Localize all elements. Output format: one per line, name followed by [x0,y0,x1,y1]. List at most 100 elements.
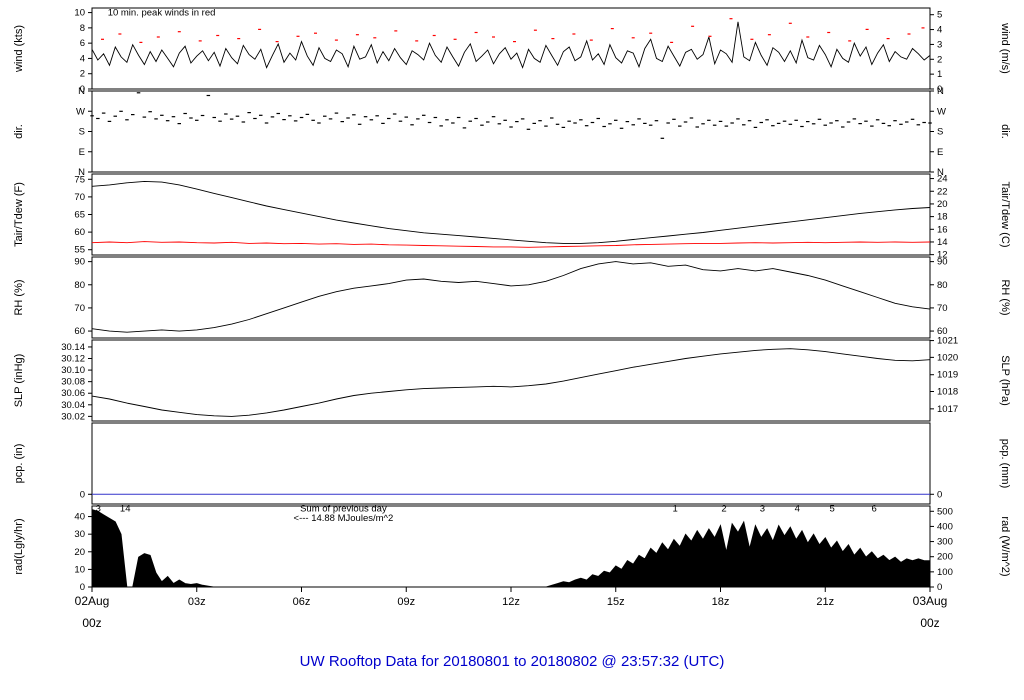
y-tick-label: 10 [74,8,85,19]
panel-rh: 60 70 80 90 60 70 80 90 RH (%) RH (%) [13,256,1011,339]
dir-scatter-series [90,92,932,139]
x-tick-label: 21z [816,596,834,608]
x-date-label: 00z [82,616,101,630]
y-tick-label: 60 [74,227,85,238]
right-axis-label: pcp. (mm) [999,439,1011,489]
wind-annotation: 10 min. peak winds in red [108,8,216,19]
temp-line-series [91,180,931,244]
x-tick-label: 12z [502,596,520,608]
right-axis-label: SLP (hPa) [999,355,1011,406]
right-axis-label: dir. [999,124,1011,139]
y-tick-label: 16 [937,224,948,235]
rad-annotation: <--- 14.88 MJoules/m^2 [294,513,394,524]
y-tick-label: S [79,127,85,138]
left-axis-label: rad(Lgly/hr) [13,518,25,574]
y-tick-label: 30.10 [61,365,85,376]
y-tick-label: 75 [74,174,85,185]
y-tick-label: 0 [937,489,942,500]
x-tick-label: 15z [607,596,625,608]
y-tick-label: 0 [80,84,85,95]
y-tick-label: 30.08 [61,377,85,388]
left-axis-label: RH (%) [13,279,25,315]
y-tick-label: 30 [74,529,85,540]
y-tick-label: 1021 [937,336,958,347]
y-tick-label: 20 [937,199,948,210]
rad-annotation: 14 [120,503,131,514]
x-tick-label: 06z [293,596,311,608]
y-tick-label: 80 [74,280,85,291]
slp-line-series [91,348,931,417]
rad-annotation: 1 [672,503,677,514]
y-tick-label: 400 [937,521,953,532]
x-date-label: 02Aug [75,594,110,608]
y-tick-label: 24 [937,174,948,185]
rad-annotation: 5 [830,503,835,514]
x-tick-label: 09z [397,596,415,608]
left-axis-label: SLP (inHg) [13,354,25,408]
y-tick-label: N [78,86,85,97]
y-tick-label: E [937,147,943,158]
y-tick-label: 30.06 [61,388,85,399]
y-tick-label: 4 [937,25,942,36]
x-date-label: 03Aug [913,594,948,608]
y-tick-label: 30.04 [61,400,85,411]
temp-line-series [91,241,931,248]
y-tick-label: 100 [937,567,953,578]
y-tick-label: 55 [74,245,85,256]
y-tick-label: 18 [937,212,948,223]
y-tick-label: 1017 [937,404,958,415]
wind-line-series [91,21,931,69]
y-tick-label: W [937,106,946,117]
y-tick-label: 20 [74,547,85,558]
y-tick-label: 40 [74,512,85,523]
y-tick-label: 65 [74,210,85,221]
rad-annotation: Sum of previous day [300,503,387,514]
y-tick-label: 300 [937,537,953,548]
y-tick-label: 8 [80,23,85,34]
y-tick-label: 1 [937,69,942,80]
right-axis-label: RH (%) [999,279,1011,315]
x-tick-label: 18z [712,596,730,608]
y-tick-label: S [937,127,943,138]
y-tick-label: 90 [937,257,948,268]
y-tick-label: 2 [937,54,942,65]
y-tick-label: 70 [74,303,85,314]
y-tick-label: 70 [74,192,85,203]
panel-wind: 0 2 4 6 8 10 0 1 2 3 4 5 wind (kts) wind (m/s) 10 min.… [13,7,1011,95]
left-axis-label: wind (kts) [13,25,25,73]
y-tick-label: 14 [937,237,948,248]
y-tick-label: E [79,147,85,158]
y-tick-label: N [78,167,85,178]
y-tick-label: 3 [937,39,942,50]
y-tick-label: 22 [937,186,948,197]
y-tick-label: 1019 [937,370,958,381]
y-tick-label: 1018 [937,386,958,397]
y-tick-label: 30.02 [61,411,85,422]
y-tick-label: 30.14 [61,342,85,353]
rad-annotation: 3 [760,503,765,514]
y-tick-label: 0 [937,84,942,95]
x-date-label: 00z [920,616,939,630]
y-tick-label: 200 [937,552,953,563]
x-tick-label: 03z [188,596,206,608]
rad-annotation: 6 [871,503,876,514]
y-tick-label: 10 [74,564,85,575]
right-axis-label: rad (W/m^2) [999,516,1011,576]
x-axis: 03z 06z 09z 12z 15z 18z 21z 02Aug 00z 03Aug 00z [75,587,948,630]
y-tick-label: 60 [74,326,85,337]
wind-scatter-series [101,18,925,44]
y-tick-label: N [937,167,944,178]
rad-annotation: 4 [795,503,800,514]
panel-pcp: 0 0 pcp. (in) pcp. (mm) [13,422,1011,505]
y-tick-label: 70 [937,303,948,314]
y-tick-label: N [937,86,944,97]
rad-annotation: 2 [721,503,726,514]
y-tick-label: 2 [80,69,85,80]
left-axis-label: dir. [13,124,25,139]
y-tick-label: 500 [937,506,953,517]
left-axis-label: pcp. (in) [13,444,25,484]
